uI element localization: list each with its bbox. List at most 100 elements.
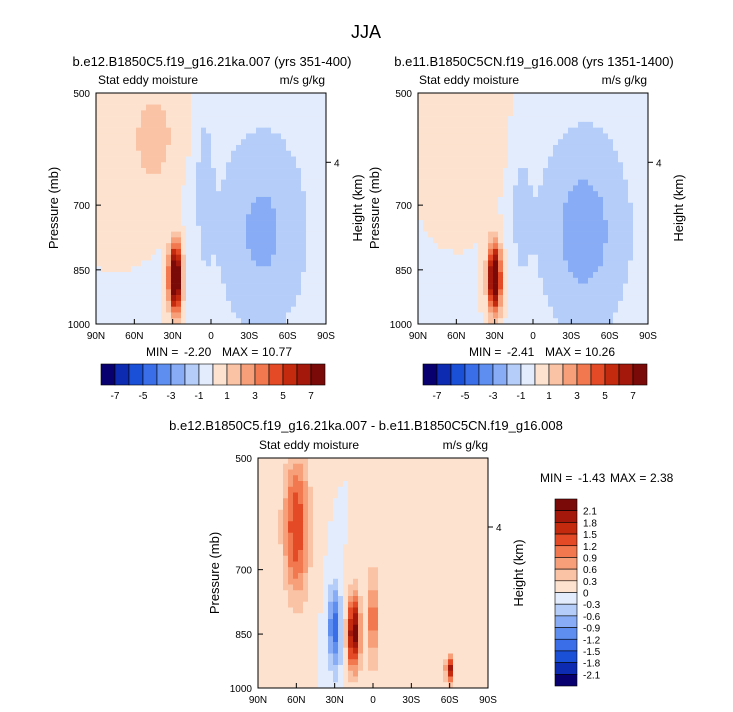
panel-right-contour-cell (618, 93, 624, 100)
panel-bottom-contour-cell (373, 555, 379, 562)
panel-bottom-contour-cell (463, 578, 469, 585)
panel-right-colorbar-swatch (520, 363, 536, 386)
panel-bottom-contour-cell (478, 527, 484, 534)
panel-bottom-contour-cell (328, 504, 334, 511)
panel-left-contour-cell (101, 225, 107, 232)
panel-left-contour-cell (251, 260, 257, 267)
panel-bottom-contour-cell (478, 567, 484, 574)
panel-right-contour-cell (543, 225, 549, 232)
panel-left-contour-cell (136, 277, 142, 284)
panel-right-contour-cell (453, 202, 459, 209)
panel-right-contour-cell (428, 144, 434, 152)
panel-bottom-contour-cell (458, 498, 464, 505)
panel-bottom-contour-cell (263, 601, 269, 608)
panel-right-contour-cell (418, 300, 424, 307)
panel-bottom-contour-cell (418, 521, 424, 528)
panel-right-contour-cell (563, 185, 569, 192)
panel-left-contour-cell (221, 133, 227, 140)
panel-right-contour-cell (428, 173, 434, 180)
panel-left-contour-cell (101, 93, 107, 100)
panel-right-contour-cell (458, 196, 464, 204)
panel-right-contour-cell (588, 220, 594, 227)
panel-right-contour-cell (418, 133, 424, 140)
panel-bottom-contour-cell (363, 463, 369, 470)
panel-bottom-contour-cell (273, 561, 279, 568)
panel-bottom-contour-cell (443, 486, 449, 493)
panel-right-contour-cell (573, 93, 579, 100)
panel-left-contour-cell (306, 127, 312, 134)
panel-left-contour-cell (286, 179, 292, 186)
panel-left-contour-cell (291, 179, 297, 186)
panel-left-contour-cell (296, 266, 302, 273)
panel-right-contour-cell (598, 306, 604, 313)
panel-left-contour-cell (231, 243, 237, 250)
panel-left-contour-cell (231, 306, 237, 313)
panel-right-contour-cell (418, 139, 424, 146)
panel-bottom-contour-cell (308, 498, 314, 505)
panel-left-contour-cell (126, 306, 132, 313)
panel-left-contour-cell (121, 260, 127, 267)
panel-left-contour-cell (316, 144, 322, 152)
panel-bottom-contour-cell (463, 590, 469, 597)
panel-bottom-contour-cell (388, 492, 394, 499)
panel-left-contour-cell (196, 116, 202, 123)
panel-bottom-contour-cell (368, 481, 374, 488)
panel-right-contour-cell (543, 214, 549, 221)
panel-left-contour-cell (196, 277, 202, 284)
panel-right-contour-cell (513, 208, 519, 215)
panel-right-contour-cell (608, 191, 614, 198)
panel-right-y-tick-label: 700 (395, 201, 412, 212)
panel-right-contour-cell (638, 266, 644, 273)
panel-right-contour-cell (563, 300, 569, 307)
panel-right-contour-cell (643, 295, 649, 302)
panel-bottom-contour-cell (423, 486, 429, 493)
panel-bottom-contour-cell (283, 584, 289, 591)
panel-left-contour-cell (141, 202, 147, 209)
panel-left-contour-cell (221, 93, 227, 100)
panel-left-contour-cell (311, 110, 317, 117)
panel-bottom-contour-cell (338, 538, 344, 545)
panel-right-contour-cell (498, 231, 504, 238)
panel-bottom-contour-cell (358, 550, 364, 557)
panel-bottom-contour-cell (468, 498, 474, 505)
panel-bottom-contour-cell (403, 515, 409, 522)
panel-bottom-contour-cell (403, 521, 409, 528)
panel-left-contour-cell (181, 254, 187, 261)
panel-right-contour-cell (423, 272, 429, 279)
panel-right-contour-cell (503, 243, 509, 250)
panel-right-contour-cell (613, 98, 619, 105)
panel-left-contour-cell (246, 312, 252, 319)
panel-bottom-contour-cell (443, 538, 449, 545)
panel-left-contour-cell (196, 156, 202, 163)
panel-bottom-contour-cell (478, 555, 484, 562)
panel-right-contour-cell (433, 295, 439, 302)
panel-right-contour-cell (643, 179, 649, 186)
panel-bottom-contour-cell (443, 550, 449, 557)
panel-left-contour-cell (156, 231, 162, 238)
panel-right-contour-cell (563, 150, 569, 157)
panel-right-contour-cell (463, 98, 469, 105)
panel-right-contour-cell (498, 225, 504, 232)
panel-right-contour-cell (428, 289, 434, 296)
panel-bottom-contour-cell (373, 458, 379, 465)
panel-right-contour-cell (518, 144, 524, 152)
panel-left-contour-cell (296, 306, 302, 313)
panel-left-contour-cell (216, 272, 222, 279)
panel-left-colorbar-swatch (100, 363, 116, 386)
panel-left-contour-cell (321, 254, 327, 261)
panel-left-contour-cell (301, 133, 307, 140)
panel-right-contour-cell (613, 283, 619, 290)
panel-left-contour-cell (276, 156, 282, 163)
panel-bottom-contour-cell (318, 481, 324, 488)
panel-left-contour-cell (271, 254, 277, 261)
panel-right-contour-cell (513, 243, 519, 250)
panel-right-contour-cell (528, 98, 534, 105)
panel-right-contour-cell (618, 225, 624, 232)
panel-bottom-contour-cell (468, 521, 474, 528)
panel-left-contour-cell (251, 185, 257, 192)
panel-right-contour-cell (628, 300, 634, 307)
panel-bottom-contour-cell (373, 538, 379, 545)
panel-right-contour-cell (628, 272, 634, 279)
panel-left-contour-cell (111, 98, 117, 105)
panel-left-contour-cell (126, 98, 132, 105)
